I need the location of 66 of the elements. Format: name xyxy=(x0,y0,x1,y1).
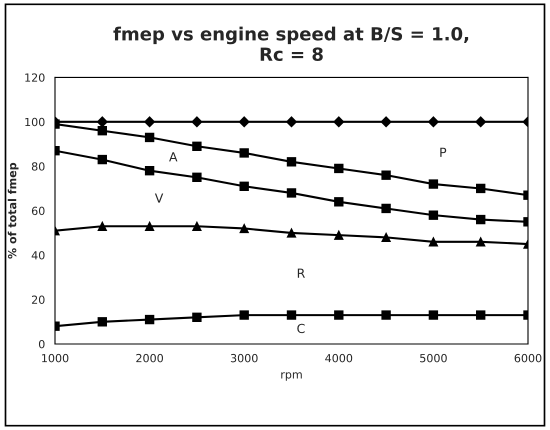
y-tick-label: 0 xyxy=(38,340,45,348)
point xyxy=(428,179,438,189)
point xyxy=(144,116,156,128)
point xyxy=(381,170,391,180)
x-tick-label: 1000 xyxy=(42,354,68,362)
point xyxy=(428,310,438,320)
point xyxy=(98,126,107,136)
annotation: C xyxy=(297,324,305,334)
point xyxy=(476,237,486,246)
annotation: P xyxy=(440,148,446,157)
point xyxy=(286,228,296,238)
x-tick-label: 6000 xyxy=(514,354,542,362)
point xyxy=(144,314,154,324)
point xyxy=(476,214,486,224)
point xyxy=(238,116,250,128)
point xyxy=(98,317,107,326)
point xyxy=(240,148,249,158)
point xyxy=(381,204,391,214)
point xyxy=(428,116,439,128)
point xyxy=(381,232,391,242)
y-tick-label: 40 xyxy=(32,251,45,260)
point xyxy=(334,197,344,206)
point xyxy=(192,312,202,322)
point xyxy=(144,166,154,176)
y-axis-title: % of total fmep xyxy=(8,162,19,259)
point xyxy=(144,222,154,231)
point xyxy=(381,310,391,320)
point xyxy=(192,222,202,231)
point xyxy=(334,310,344,320)
x-tick-label: 3000 xyxy=(230,354,258,362)
point xyxy=(334,164,344,174)
point xyxy=(334,230,344,240)
x-axis-title: rpm xyxy=(281,372,302,381)
point xyxy=(476,184,486,194)
annotation: A xyxy=(169,152,178,162)
point xyxy=(333,116,344,128)
point xyxy=(240,182,249,191)
point xyxy=(286,188,296,198)
y-tick-label: 60 xyxy=(32,206,45,216)
point xyxy=(380,116,392,128)
point xyxy=(475,116,486,128)
y-tick-label: 100 xyxy=(25,118,45,126)
point xyxy=(191,116,202,128)
point xyxy=(144,132,154,142)
point xyxy=(192,172,202,182)
point xyxy=(428,210,438,220)
point xyxy=(286,310,296,320)
chart-title: fmep vs engine speed at B/S = 1.0, Rc = 8 xyxy=(113,26,468,61)
annotation: R xyxy=(298,268,305,278)
point xyxy=(192,142,202,151)
annotation: V xyxy=(154,193,164,203)
y-tick-label: 80 xyxy=(32,162,45,171)
x-tick-label: 5000 xyxy=(420,354,447,362)
point xyxy=(428,237,438,246)
point xyxy=(96,116,108,128)
x-tick-label: 4000 xyxy=(325,354,352,362)
point xyxy=(286,116,297,128)
point xyxy=(240,224,249,234)
y-tick-label: 120 xyxy=(25,73,45,82)
point xyxy=(240,310,249,320)
point xyxy=(286,157,296,167)
point xyxy=(98,154,107,164)
point xyxy=(476,310,486,320)
x-tick-label: 2000 xyxy=(136,354,163,362)
y-tick-label: 20 xyxy=(32,296,45,304)
point xyxy=(98,222,107,231)
